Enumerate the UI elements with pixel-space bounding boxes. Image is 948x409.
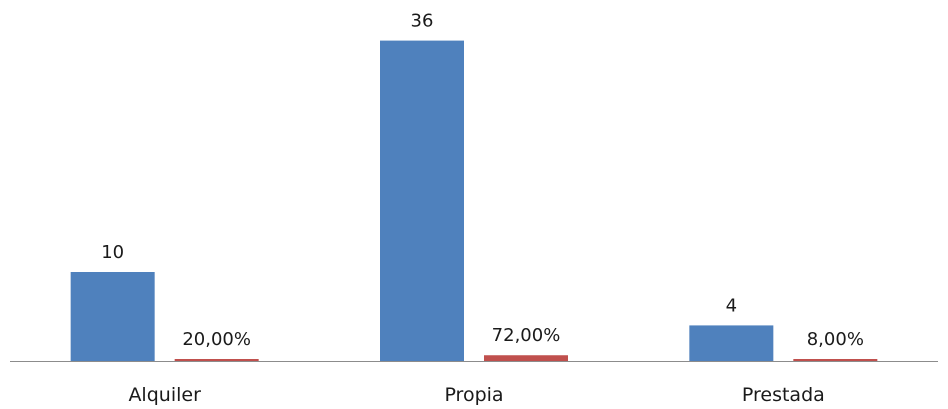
bar-s1-prestada — [689, 325, 774, 361]
data-label-s2-prestada: 8,00% — [807, 329, 864, 350]
data-label-s1-propia: 36 — [411, 11, 434, 32]
bars-layer — [70, 40, 878, 361]
data-labels-layer: 10 20,00% 36 72,00% 4 8,00% — [101, 11, 864, 350]
category-label-propia: Propia — [444, 384, 503, 405]
bar-s2-prestada — [793, 359, 878, 361]
category-label-alquiler: Alquiler — [128, 384, 201, 405]
bar-s2-alquiler — [174, 359, 259, 361]
data-label-s2-propia: 72,00% — [492, 325, 561, 346]
bar-s1-alquiler — [70, 272, 155, 361]
data-label-s1-prestada: 4 — [726, 295, 737, 316]
category-label-prestada: Prestada — [742, 384, 825, 405]
data-label-s1-alquiler: 10 — [101, 242, 124, 263]
bar-s1-propia — [380, 40, 464, 361]
category-labels-layer: Alquiler Propia Prestada — [128, 384, 825, 406]
bar-s2-propia — [484, 355, 568, 361]
data-label-s2-alquiler: 20,00% — [182, 329, 251, 350]
